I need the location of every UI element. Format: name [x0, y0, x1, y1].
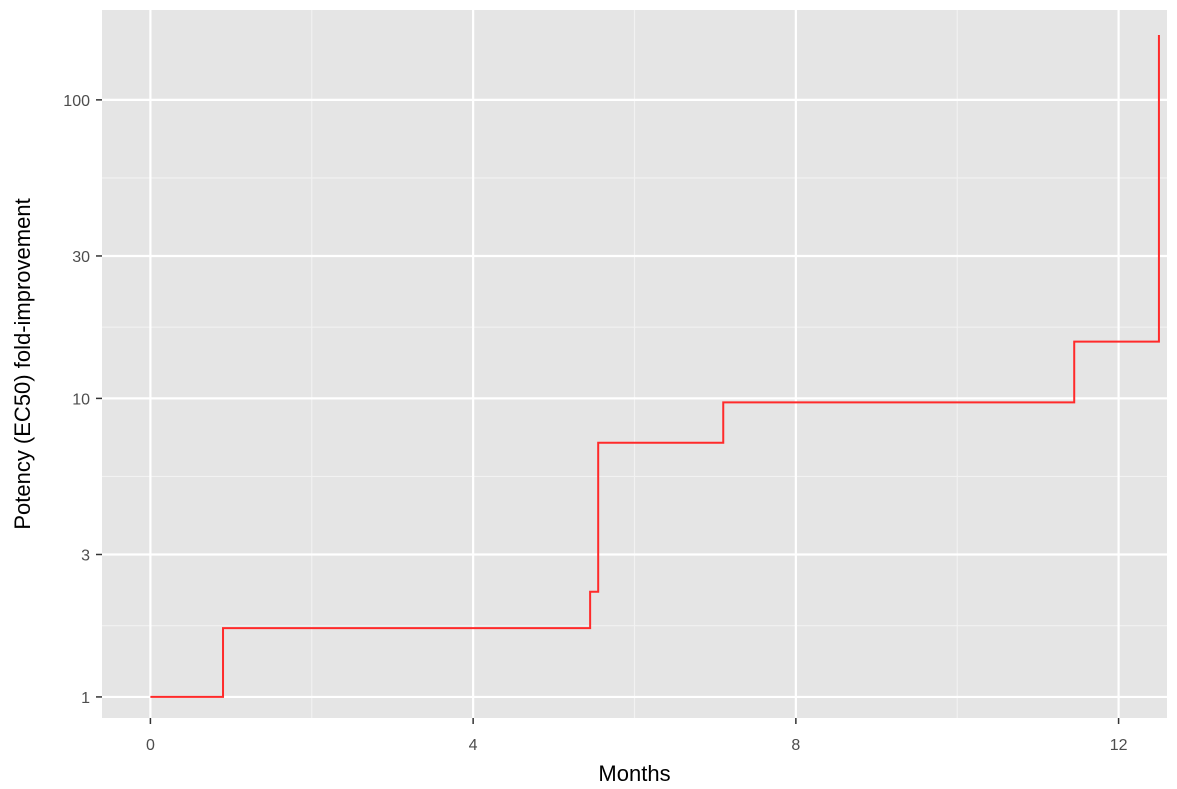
grid-major	[102, 10, 1167, 718]
y-tick-label: 3	[81, 547, 90, 564]
x-tick-label: 4	[469, 737, 478, 754]
x-axis-title: Months	[598, 761, 670, 786]
y-tick-label: 1	[81, 690, 90, 707]
x-axis-ticks: 0 4 8 12	[146, 718, 1128, 754]
y-tick-label: 100	[63, 93, 90, 110]
x-tick-label: 0	[146, 737, 155, 754]
series-layer	[150, 34, 1160, 698]
y-axis-ticks: 1 3 10 30 100	[63, 93, 102, 707]
y-tick-label: 10	[72, 391, 90, 408]
y-tick-label: 30	[72, 249, 90, 266]
series-step-line	[150, 34, 1160, 698]
x-tick-label: 8	[791, 737, 800, 754]
x-tick-label: 12	[1110, 737, 1128, 754]
y-axis-title: Potency (EC50) fold-improvement	[10, 198, 35, 529]
grid-minor	[102, 10, 1167, 718]
